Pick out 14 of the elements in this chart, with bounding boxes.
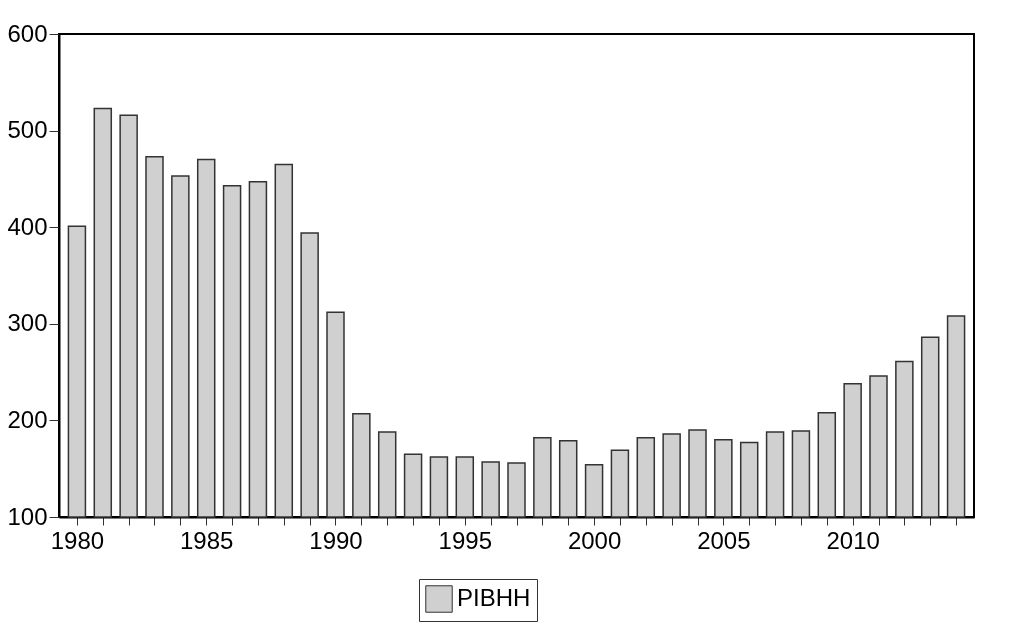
x-tick-label: 2000 bbox=[567, 526, 622, 554]
y-tick-label: 200 bbox=[7, 405, 48, 433]
x-tick-label: 1990 bbox=[309, 526, 363, 554]
x-tick-label: 2010 bbox=[826, 526, 880, 554]
y-tick-label: 500 bbox=[7, 116, 48, 144]
x-tick-label: 1985 bbox=[180, 526, 234, 554]
x-tick-label: 1980 bbox=[50, 526, 105, 554]
x-tick-label: 1995 bbox=[438, 526, 492, 554]
legend-label: PIBHH bbox=[457, 584, 531, 611]
y-tick-label: 600 bbox=[7, 19, 48, 47]
x-tick-label: 2005 bbox=[697, 526, 751, 554]
y-tick-label: 300 bbox=[7, 309, 48, 337]
y-tick-label: 400 bbox=[7, 212, 48, 240]
y-tick-label: 100 bbox=[7, 502, 48, 530]
